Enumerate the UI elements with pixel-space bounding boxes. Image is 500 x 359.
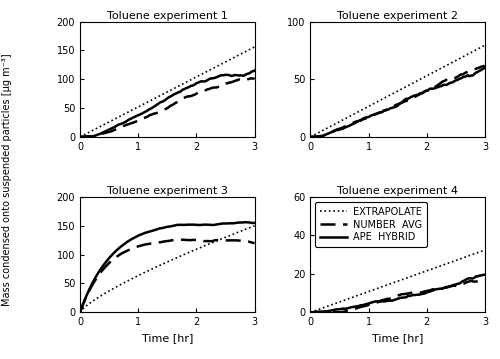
Title: Toluene experiment 2: Toluene experiment 2 (337, 11, 458, 21)
Title: Toluene experiment 3: Toluene experiment 3 (107, 186, 228, 196)
Legend: EXTRAPOLATE, NUMBER  AVG, APE  HYBRID: EXTRAPOLATE, NUMBER AVG, APE HYBRID (316, 202, 427, 247)
X-axis label: Time [hr]: Time [hr] (372, 333, 424, 343)
Title: Toluene experiment 4: Toluene experiment 4 (337, 186, 458, 196)
X-axis label: Time [hr]: Time [hr] (142, 333, 193, 343)
Text: Mass condensed onto suspended particles [μg m⁻³]: Mass condensed onto suspended particles … (2, 53, 12, 306)
Title: Toluene experiment 1: Toluene experiment 1 (107, 11, 228, 21)
